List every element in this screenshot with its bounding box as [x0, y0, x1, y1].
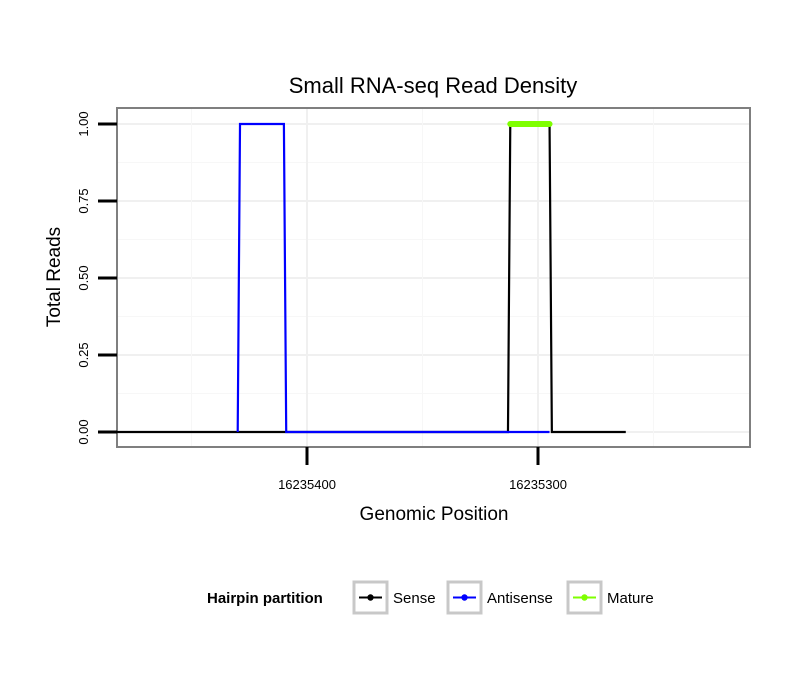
- x-axis: 16235400 16235300: [278, 447, 567, 492]
- y-tick-label: 0.25: [76, 342, 91, 367]
- legend: Hairpin partition Sense Antisense Mature: [207, 580, 654, 615]
- y-tick-label: 0.00: [76, 419, 91, 444]
- x-tick-label: 16235400: [278, 477, 336, 492]
- series-group: [106, 121, 626, 434]
- chart-title: Small RNA-seq Read Density: [289, 73, 578, 98]
- y-axis: 0.00 0.25 0.50 0.75 1.00: [76, 111, 117, 445]
- legend-key-point: [461, 594, 468, 601]
- legend-title: Hairpin partition: [207, 590, 323, 607]
- legend-key-point: [581, 594, 588, 601]
- x-tick-label: 16235300: [509, 477, 567, 492]
- y-tick-label: 0.50: [76, 265, 91, 290]
- legend-label-mature: Mature: [607, 590, 654, 607]
- legend-key-point: [367, 594, 374, 601]
- series-line-antisense: [236, 122, 550, 434]
- y-tick-label: 0.75: [76, 188, 91, 213]
- legend-label-sense: Sense: [393, 590, 436, 607]
- x-axis-title: Genomic Position: [360, 504, 509, 525]
- grid-lines: [117, 108, 750, 447]
- y-axis-title: Total Reads: [44, 227, 65, 327]
- y-tick-label: 1.00: [76, 111, 91, 136]
- legend-label-antisense: Antisense: [487, 590, 553, 607]
